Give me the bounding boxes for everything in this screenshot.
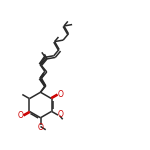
Text: O: O	[58, 110, 64, 119]
Text: O: O	[38, 123, 44, 132]
Text: O: O	[57, 90, 63, 99]
Text: O: O	[18, 111, 24, 120]
